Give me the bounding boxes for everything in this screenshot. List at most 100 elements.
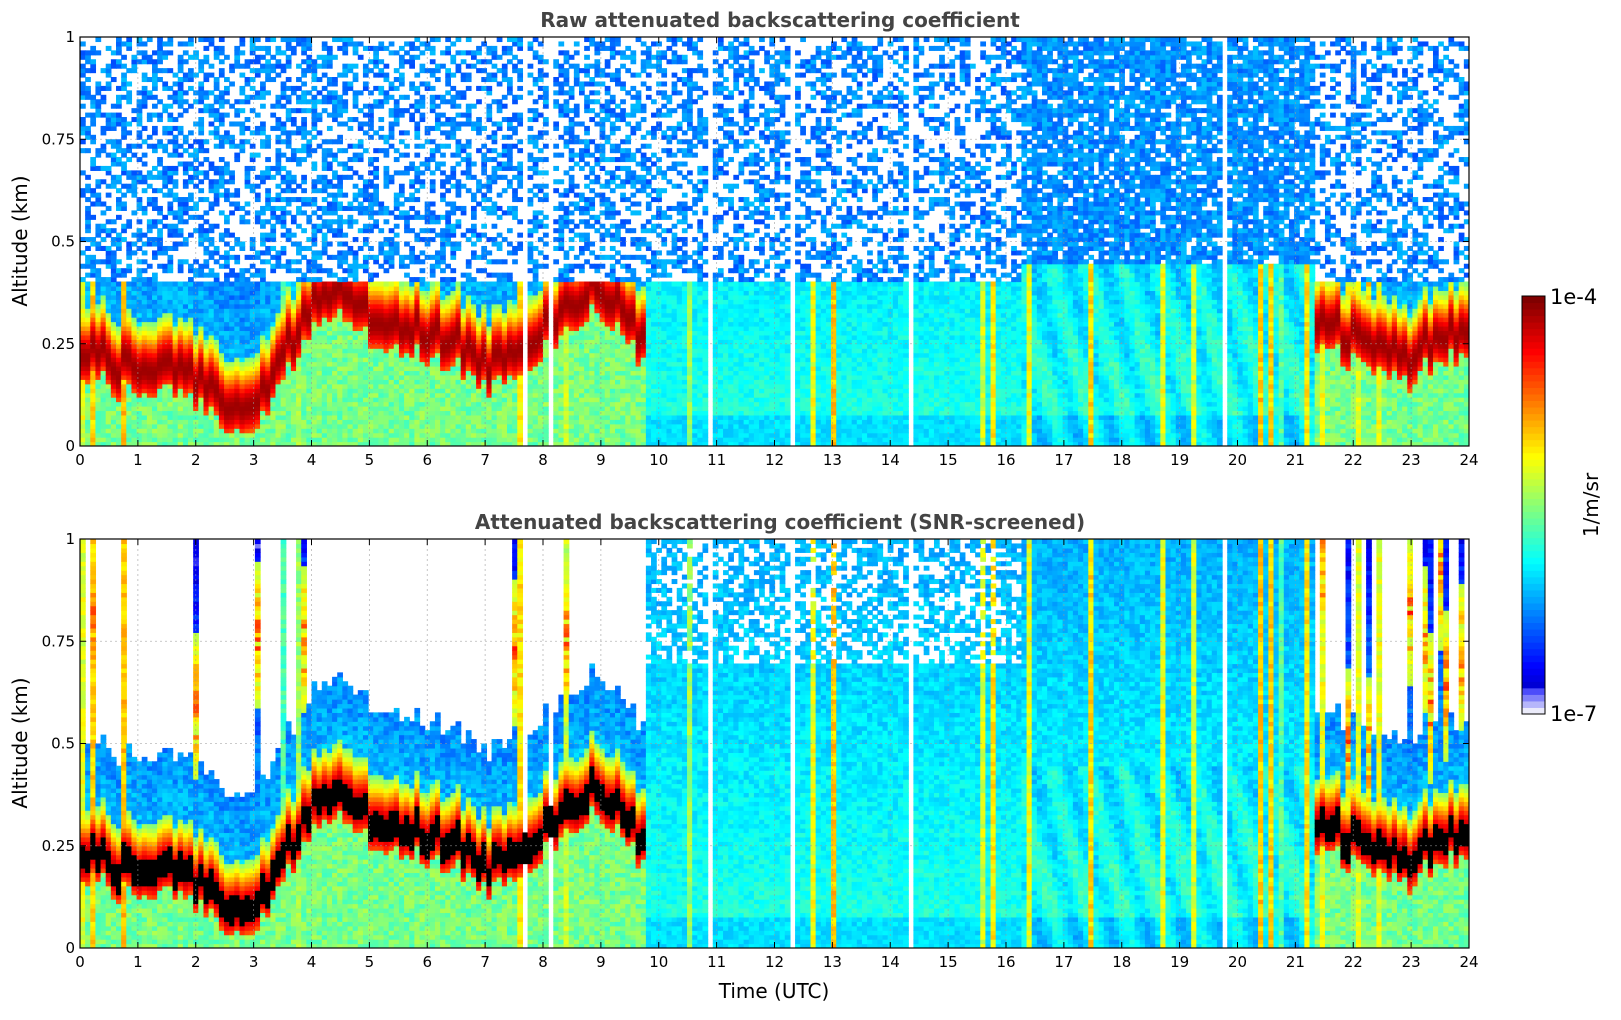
- y-tick-label: 0.5: [51, 735, 75, 753]
- colorbar-swatch: [1522, 407, 1545, 415]
- colorbar-swatch: [1522, 361, 1545, 369]
- x-tick-label: 8: [538, 451, 548, 469]
- colorbar-swatch: [1522, 478, 1545, 486]
- colorbar-swatch: [1522, 629, 1545, 637]
- colorbar-swatch: [1522, 465, 1545, 473]
- x-tick-label: 11: [707, 953, 726, 971]
- x-tick-label: 18: [1112, 953, 1131, 971]
- colorbar-swatch: [1522, 661, 1545, 669]
- colorbar-swatch: [1522, 400, 1545, 408]
- x-tick-label: 10: [649, 953, 668, 971]
- x-tick-label: 16: [996, 953, 1015, 971]
- colorbar-swatch: [1522, 354, 1545, 362]
- y-axis-label-screened: Altitude (km): [8, 677, 32, 808]
- y-axis-label-raw: Altitude (km): [8, 175, 32, 306]
- colorbar-swatch: [1522, 335, 1545, 343]
- x-tick-label: 0: [75, 953, 85, 971]
- colorbar-swatch: [1522, 583, 1545, 591]
- x-tick-label: 19: [1170, 953, 1189, 971]
- colorbar-swatch: [1522, 498, 1545, 506]
- x-tick-label: 13: [823, 953, 842, 971]
- x-tick-label: 3: [249, 451, 259, 469]
- colorbar-swatch: [1522, 537, 1545, 545]
- x-tick-label: 12: [765, 451, 784, 469]
- colorbar-label: 1/m/sr: [1579, 472, 1603, 537]
- colorbar-swatch: [1522, 511, 1545, 519]
- colorbar-swatch: [1522, 518, 1545, 526]
- colorbar-swatch: [1522, 446, 1545, 454]
- x-tick-label: 22: [1344, 451, 1363, 469]
- colorbar-swatch: [1522, 433, 1545, 441]
- x-tick-label: 24: [1459, 953, 1478, 971]
- panel-screened: Attenuated backscattering coefficient (S…: [8, 510, 1479, 1003]
- colorbar-min-label: 1e-7: [1550, 702, 1597, 726]
- colorbar-swatch: [1522, 589, 1545, 597]
- colorbar-swatch: [1522, 472, 1545, 480]
- x-tick-label: 3: [249, 953, 259, 971]
- x-tick-label: 2: [191, 451, 201, 469]
- colorbar-swatch: [1522, 328, 1545, 336]
- colorbar-swatch: [1522, 387, 1545, 395]
- x-tick-label: 9: [596, 451, 606, 469]
- colorbar-swatch: [1522, 596, 1545, 604]
- colorbar-swatch: [1522, 348, 1545, 356]
- axis-ticks-screened: 0 1 2 3 4 5 6 7 8 9 10 11 12 13 14 15 16 17 18 19 20 21 22 23 24…: [42, 530, 1479, 971]
- colorbar-swatch: [1522, 413, 1545, 421]
- x-tick-label: 6: [422, 953, 432, 971]
- panel-raw: Raw attenuated backscattering coefficien…: [8, 8, 1479, 469]
- x-tick-label: 11: [707, 451, 726, 469]
- colorbar-swatch: [1522, 602, 1545, 610]
- x-tick-label: 5: [365, 953, 375, 971]
- x-tick-label: 0: [75, 451, 85, 469]
- colorbar-swatch: [1522, 426, 1545, 434]
- colorbar-swatch: [1522, 315, 1545, 323]
- x-tick-label: 15: [939, 451, 958, 469]
- colorbar-swatch: [1522, 707, 1545, 715]
- x-tick-label: 17: [1054, 953, 1073, 971]
- colorbar-swatch: [1522, 505, 1545, 513]
- x-tick-label: 15: [939, 953, 958, 971]
- colorbar-swatch: [1522, 687, 1545, 695]
- x-axis-label: Time (UTC): [718, 979, 830, 1003]
- colorbar-swatch: [1522, 341, 1545, 349]
- y-tick-label: 0.5: [51, 233, 75, 251]
- y-tick-label: 0: [65, 437, 75, 455]
- colorbar-swatch: [1522, 570, 1545, 578]
- colorbar-swatch: [1522, 681, 1545, 689]
- x-tick-label: 21: [1286, 451, 1305, 469]
- colorbar-swatch: [1522, 544, 1545, 552]
- axis-ticks-raw: 0 1 2 3 4 5 6 7 8 9 10 11 12 13 14 15 16 17 18 19 20 21 22 23 24…: [42, 28, 1479, 469]
- colorbar-swatch: [1522, 642, 1545, 650]
- colorbar-swatch: [1522, 674, 1545, 682]
- colorbar-swatch: [1522, 374, 1545, 382]
- x-tick-label: 2: [191, 953, 201, 971]
- colorbar-swatch: [1522, 296, 1545, 304]
- x-tick-label: 6: [422, 451, 432, 469]
- colorbar-swatch: [1522, 635, 1545, 643]
- y-tick-label: 0.75: [42, 130, 75, 148]
- x-tick-label: 21: [1286, 953, 1305, 971]
- colorbar-swatch: [1522, 609, 1545, 617]
- y-tick-label: 0.25: [42, 837, 75, 855]
- colorbar-swatch: [1522, 557, 1545, 565]
- x-tick-label: 12: [765, 953, 784, 971]
- y-tick-label: 1: [65, 530, 75, 548]
- colorbar-swatch: [1522, 655, 1545, 663]
- x-tick-label: 20: [1228, 953, 1247, 971]
- colorbar-swatch: [1522, 420, 1545, 428]
- x-tick-label: 7: [480, 451, 490, 469]
- colorbar-swatch: [1522, 393, 1545, 401]
- colorbar-max-label: 1e-4: [1550, 285, 1597, 309]
- y-tick-label: 1: [65, 28, 75, 46]
- colorbar-swatch: [1522, 439, 1545, 447]
- x-tick-label: 23: [1402, 953, 1421, 971]
- x-tick-label: 4: [307, 953, 317, 971]
- colorbar-swatch: [1522, 302, 1545, 310]
- x-tick-label: 9: [596, 953, 606, 971]
- heatmap-raw: [80, 37, 1469, 446]
- colorbar-swatch: [1522, 563, 1545, 571]
- heatmap-screened: [80, 539, 1469, 948]
- colorbar-swatch: [1522, 491, 1545, 499]
- colorbar-swatch: [1522, 322, 1545, 330]
- colorbar-swatch: [1522, 367, 1545, 375]
